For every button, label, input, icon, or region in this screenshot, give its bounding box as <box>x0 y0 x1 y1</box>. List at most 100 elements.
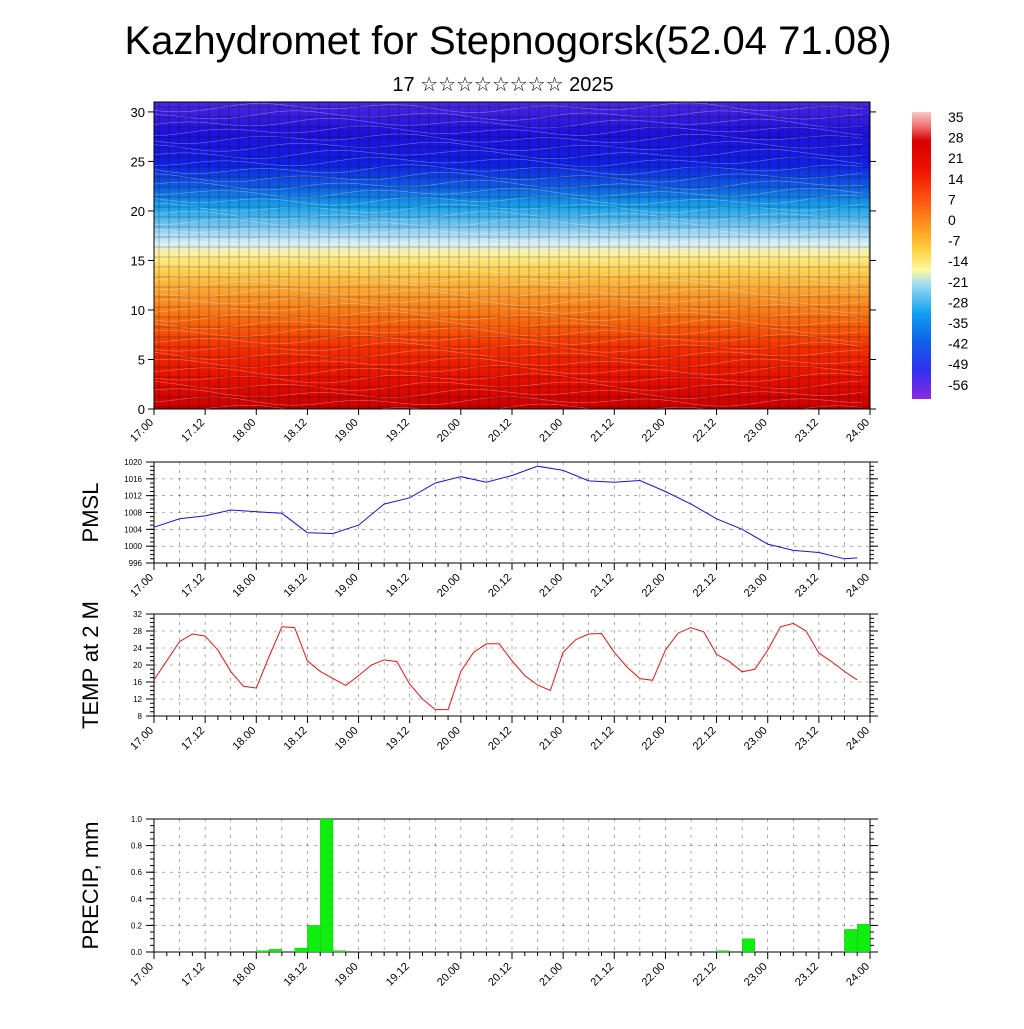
panel-ylabel: PMSL <box>78 483 103 543</box>
y-tick-label: 5 <box>138 352 145 367</box>
x-tick-label: 18.12 <box>282 961 310 989</box>
colorbar-label: 0 <box>948 212 956 228</box>
y-tick-label: 16 <box>133 678 142 687</box>
panel-frame <box>153 461 871 564</box>
y-tick-label: 1004 <box>124 525 142 534</box>
temp2m-panel: 8 12 16 20 24 28 32 17.00 17.12 18.00 18.12 19.00 19… <box>78 601 878 753</box>
y-tick-label: 8 <box>138 712 143 721</box>
colorbar-label: -42 <box>948 336 968 352</box>
x-tick-label: 19.00 <box>333 417 361 445</box>
heatmap-panel: 0 5 10 15 20 25 30 17.00 17.12 18.00 18.12 19.00 19… <box>128 101 876 445</box>
x-tick-label: 22.12 <box>691 725 719 753</box>
x-tick-label: 17.12 <box>179 725 207 753</box>
x-tick-label: 23.12 <box>793 417 821 445</box>
x-tick-label: 21.00 <box>537 417 565 445</box>
x-tick-label: 23.00 <box>742 417 770 445</box>
precip-bar <box>741 938 756 953</box>
colorbar-label: 28 <box>948 130 964 146</box>
x-tick-label: 19.12 <box>384 961 412 989</box>
x-tick-label: 19.00 <box>333 961 361 989</box>
x-tick-label: 19.00 <box>333 725 361 753</box>
colorbar-strip <box>912 112 931 399</box>
y-tick-label: 0.4 <box>131 895 143 904</box>
x-tick-label: 19.12 <box>384 725 412 753</box>
colorbar-label: 7 <box>948 191 956 207</box>
x-tick-label: 20.12 <box>486 417 514 445</box>
x-tick-label: 24.00 <box>844 961 872 989</box>
x-tick-label: 20.00 <box>435 961 463 989</box>
y-tick-label: 0.0 <box>131 948 143 957</box>
x-tick-label: 20.12 <box>486 961 514 989</box>
colorbar-label: -35 <box>948 315 968 331</box>
y-tick-label: 10 <box>131 303 145 318</box>
y-tick-label: 1.0 <box>131 815 143 824</box>
colorbar-label: -56 <box>948 377 968 393</box>
precip-bar <box>320 818 334 953</box>
x-tick-label: 20.12 <box>486 725 514 753</box>
y-tick-label: 25 <box>131 154 145 169</box>
panel-frame <box>153 613 871 717</box>
colorbar-label: -21 <box>948 274 968 290</box>
figure-subtitle: 17 ☆☆☆☆☆☆☆☆ 2025 <box>392 74 613 96</box>
x-tick-label: 21.12 <box>588 572 616 600</box>
x-tick-label: 18.00 <box>230 572 258 600</box>
x-tick-label: 21.00 <box>537 961 565 989</box>
x-tick-label: 22.00 <box>640 572 668 600</box>
y-tick-label: 20 <box>131 204 145 219</box>
x-tick-label: 21.12 <box>588 725 616 753</box>
y-tick-label: 0.8 <box>131 842 143 851</box>
y-tick-label: 1012 <box>124 492 142 501</box>
heatmap-x-axis: 17.00 17.12 18.00 18.12 19.00 19.12 20.00 20.12… <box>128 409 872 445</box>
y-tick-label: 0.2 <box>131 921 143 930</box>
colorbar-label: 35 <box>948 109 964 125</box>
colorbar: 35 28 21 14 7 0 -7 -14 -21 -28 -35 -42 -49 -56 <box>912 109 968 399</box>
pmsl-panel: 996 1000 1004 1008 1012 1016 1020 17.00 17.12 18.… <box>78 458 878 600</box>
precip-bar <box>294 947 308 953</box>
x-tick-label: 23.12 <box>793 961 821 989</box>
x-tick-label: 22.12 <box>691 417 719 445</box>
y-tick-label: 1016 <box>124 475 142 484</box>
x-tick-label: 20.12 <box>486 572 514 600</box>
wind-barb-overlay <box>154 102 870 409</box>
x-tick-label: 17.00 <box>128 961 156 989</box>
y-tick-label: 30 <box>131 105 145 120</box>
x-tick-label: 22.00 <box>640 725 668 753</box>
y-tick-label: 12 <box>133 695 142 704</box>
x-tick-label: 24.00 <box>844 725 872 753</box>
y-tick-label: 28 <box>133 627 142 636</box>
panel-ylabel: TEMP at 2 M <box>78 601 103 729</box>
figure-title: Kazhydromet for Stepnogorsk(52.04 71.08) <box>124 19 891 63</box>
x-tick-label: 24.00 <box>844 572 872 600</box>
y-tick-label: 32 <box>133 610 142 619</box>
precip-bar <box>307 925 321 953</box>
x-tick-label: 24.00 <box>844 417 872 445</box>
colorbar-label: -14 <box>948 253 968 269</box>
y-tick-label: 1000 <box>124 542 142 551</box>
y-tick-label: 1020 <box>124 458 142 467</box>
precip-bar <box>268 949 283 953</box>
x-tick-label: 18.00 <box>230 961 258 989</box>
colorbar-labels: 35 28 21 14 7 0 -7 -14 -21 -28 -35 -42 -49 -56 <box>948 109 968 393</box>
panel-frame <box>153 818 871 953</box>
precip-panel: 0.0 0.2 0.4 0.6 0.8 1.0 17.00 17.12 18.00 18.12 19… <box>78 815 878 989</box>
y-tick-label: 996 <box>129 559 143 568</box>
x-tick-label: 23.00 <box>742 572 770 600</box>
precip-bar <box>844 929 858 953</box>
colorbar-label: -7 <box>948 233 961 249</box>
x-tick-label: 23.12 <box>793 725 821 753</box>
y-tick-label: 1008 <box>124 509 142 518</box>
precip-bar <box>716 950 730 953</box>
y-tick-label: 0 <box>138 402 145 417</box>
x-tick-label: 21.00 <box>537 725 565 753</box>
panel-ylabel: PRECIP, mm <box>78 822 103 950</box>
x-tick-label: 19.12 <box>384 417 412 445</box>
x-tick-label: 17.12 <box>179 417 207 445</box>
x-tick-label: 19.12 <box>384 572 412 600</box>
x-tick-label: 18.00 <box>230 725 258 753</box>
x-tick-label: 22.12 <box>691 572 719 600</box>
x-tick-label: 23.00 <box>742 961 770 989</box>
precip-bar <box>857 923 871 953</box>
y-tick-label: 0.6 <box>131 868 143 877</box>
x-tick-label: 17.12 <box>179 961 207 989</box>
